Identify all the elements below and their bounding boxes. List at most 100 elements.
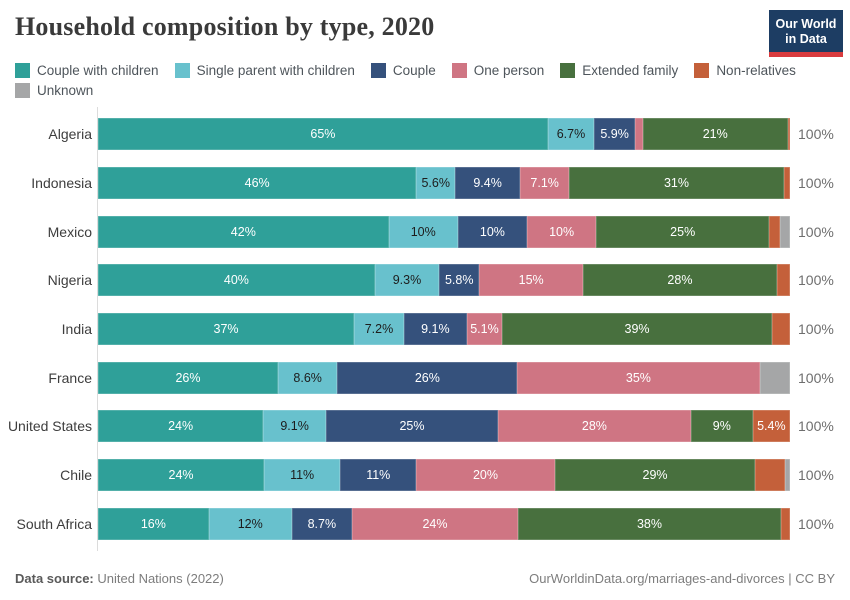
legend-item-label: Couple [392,63,436,78]
owid-logo-line2: in Data [785,32,827,46]
bar-segment-single-parent-with-children[interactable]: 6.7% [547,118,595,151]
bar-segment-single-parent-with-children[interactable]: 9.1% [263,410,326,443]
legend-item-unknown[interactable]: Unknown [15,83,93,98]
bar-segment-single-parent-with-children[interactable]: 12% [208,507,292,540]
bar-segment-one-person[interactable]: 24% [351,507,519,540]
bar-segment-single-parent-with-children[interactable]: 8.6% [277,361,338,394]
footer: Data source: United Nations (2022) OurWo… [15,571,835,586]
page-title: Household composition by type, 2020 [15,12,435,41]
y-axis-line [97,107,98,551]
bar-segment-extended-family[interactable]: 9% [690,410,753,443]
bar-segment-one-person[interactable]: 35% [517,361,760,394]
bar-segment-couple[interactable]: 26% [337,361,518,394]
bar-row-chile: Chile 24% 11% 11% 20% 29% 100% [0,451,850,500]
bar-segment-one-person[interactable]: 5.1% [466,313,503,346]
data-source-label: Data source: [15,571,94,586]
bar-segment-couple[interactable]: 9.1% [403,313,467,346]
bar-track: 65% 6.7% 5.9% 21% [98,118,790,151]
bar-segment-single-parent-with-children[interactable]: 7.2% [354,313,404,346]
bar-track: 26% 8.6% 26% 35% [98,361,790,394]
legend: Couple with children Single parent with c… [15,63,796,98]
bar-segment-single-parent-with-children[interactable]: 11% [264,459,341,492]
bar-segment-non-relatives[interactable] [780,507,790,540]
country-label: India [61,321,92,338]
credit-link[interactable]: OurWorldinData.org/marriages-and-divorce… [529,571,835,586]
bar-track: 46% 5.6% 9.4% 7.1% 31% [98,167,790,200]
bar-segment-one-person[interactable] [634,118,643,151]
legend-item-one-person[interactable]: One person [451,63,545,78]
bar-segment-couple[interactable]: 5.8% [439,264,480,297]
bar-segment-single-parent-with-children[interactable]: 10% [388,215,458,248]
bar-segment-couple-with-children[interactable]: 46% [98,167,417,200]
bar-segment-non-relatives[interactable] [783,167,790,200]
bar-segment-extended-family[interactable]: 28% [583,264,777,297]
bar-segment-non-relatives[interactable] [787,118,790,151]
owid-logo: Our World in Data [769,10,843,57]
bar-track: 24% 11% 11% 20% 29% [98,459,790,492]
bar-row-algeria: Algeria 65% 6.7% 5.9% 21% 100% [0,110,850,159]
total-axis-label: 100% [798,418,834,435]
bar-segment-one-person[interactable]: 28% [498,410,691,443]
legend-item-single-parent-with-children[interactable]: Single parent with children [174,63,355,78]
legend-item-label: One person [473,63,545,78]
bar-segment-couple-with-children[interactable]: 24% [98,410,264,443]
bar-segment-non-relatives[interactable]: 5.4% [752,410,790,443]
legend-item-label: Non-relatives [716,63,796,78]
bar-row-france: France 26% 8.6% 26% 35% 100% [0,353,850,402]
bar-segment-non-relatives[interactable] [755,459,786,492]
total-axis-label: 100% [798,175,834,192]
bar-segment-extended-family[interactable]: 29% [554,459,756,492]
bar-segment-couple-with-children[interactable]: 42% [98,215,389,248]
bar-segment-couple[interactable]: 9.4% [455,167,521,200]
bar-segment-single-parent-with-children[interactable]: 5.6% [416,167,456,200]
bar-row-indonesia: Indonesia 46% 5.6% 9.4% 7.1% 31% 100% [0,159,850,208]
bar-segment-couple-with-children[interactable]: 65% [98,118,548,151]
bar-row-united-states: United States 24% 9.1% 25% 28% 9% 5.4% 100% [0,402,850,451]
bar-track: 24% 9.1% 25% 28% 9% 5.4% [98,410,790,443]
total-axis-label: 100% [798,223,834,240]
bar-segment-couple[interactable]: 25% [325,410,499,443]
total-axis-label: 100% [798,272,834,289]
bar-segment-non-relatives[interactable] [769,215,781,248]
legend-item-label: Couple with children [37,63,159,78]
bar-segment-non-relatives[interactable] [771,313,790,346]
legend-item-label: Single parent with children [196,63,355,78]
country-label: Mexico [47,223,92,240]
bar-segment-couple-with-children[interactable]: 16% [98,507,209,540]
data-source-value: United Nations (2022) [97,571,224,586]
bar-segment-one-person[interactable]: 20% [416,459,555,492]
bar-segment-unknown[interactable] [780,215,790,248]
bar-segment-couple[interactable]: 11% [340,459,417,492]
bar-segment-extended-family[interactable]: 38% [518,507,781,540]
legend-item-extended-family[interactable]: Extended family [560,63,678,78]
bar-segment-unknown[interactable] [759,361,790,394]
bar-segment-extended-family[interactable]: 21% [642,118,788,151]
bar-segment-couple[interactable]: 8.7% [291,507,352,540]
bar-row-nigeria: Nigeria 40% 9.3% 5.8% 15% 28% 100% [0,256,850,305]
bar-row-south-africa: South Africa 16% 12% 8.7% 24% 38% 100% [0,500,850,549]
bar-segment-one-person[interactable]: 10% [527,215,597,248]
legend-item-couple[interactable]: Couple [370,63,436,78]
bar-segment-extended-family[interactable]: 25% [596,215,770,248]
bar-segment-one-person[interactable]: 7.1% [520,167,570,200]
bar-segment-non-relatives[interactable] [776,264,790,297]
legend-item-couple-with-children[interactable]: Couple with children [15,63,159,78]
legend-item-label: Unknown [37,83,94,98]
bar-segment-couple-with-children[interactable]: 26% [98,361,278,394]
bar-segment-single-parent-with-children[interactable]: 9.3% [374,264,440,297]
bar-segment-unknown[interactable] [785,459,790,492]
owid-logo-line1: Our World [775,17,837,31]
bar-segment-extended-family[interactable]: 31% [569,167,784,200]
legend-swatch-icon [15,83,30,98]
country-label: France [48,369,92,386]
bar-segment-couple-with-children[interactable]: 40% [98,264,375,297]
bar-segment-couple-with-children[interactable]: 37% [98,313,355,346]
bar-segment-one-person[interactable]: 15% [479,264,584,297]
bar-segment-couple[interactable]: 5.9% [594,118,635,151]
legend-item-non-relatives[interactable]: Non-relatives [694,63,796,78]
bar-segment-couple-with-children[interactable]: 24% [98,459,265,492]
bar-segment-couple[interactable]: 10% [457,215,527,248]
bar-row-mexico: Mexico 42% 10% 10% 10% 25% 100% [0,207,850,256]
bar-segment-extended-family[interactable]: 39% [502,313,772,346]
